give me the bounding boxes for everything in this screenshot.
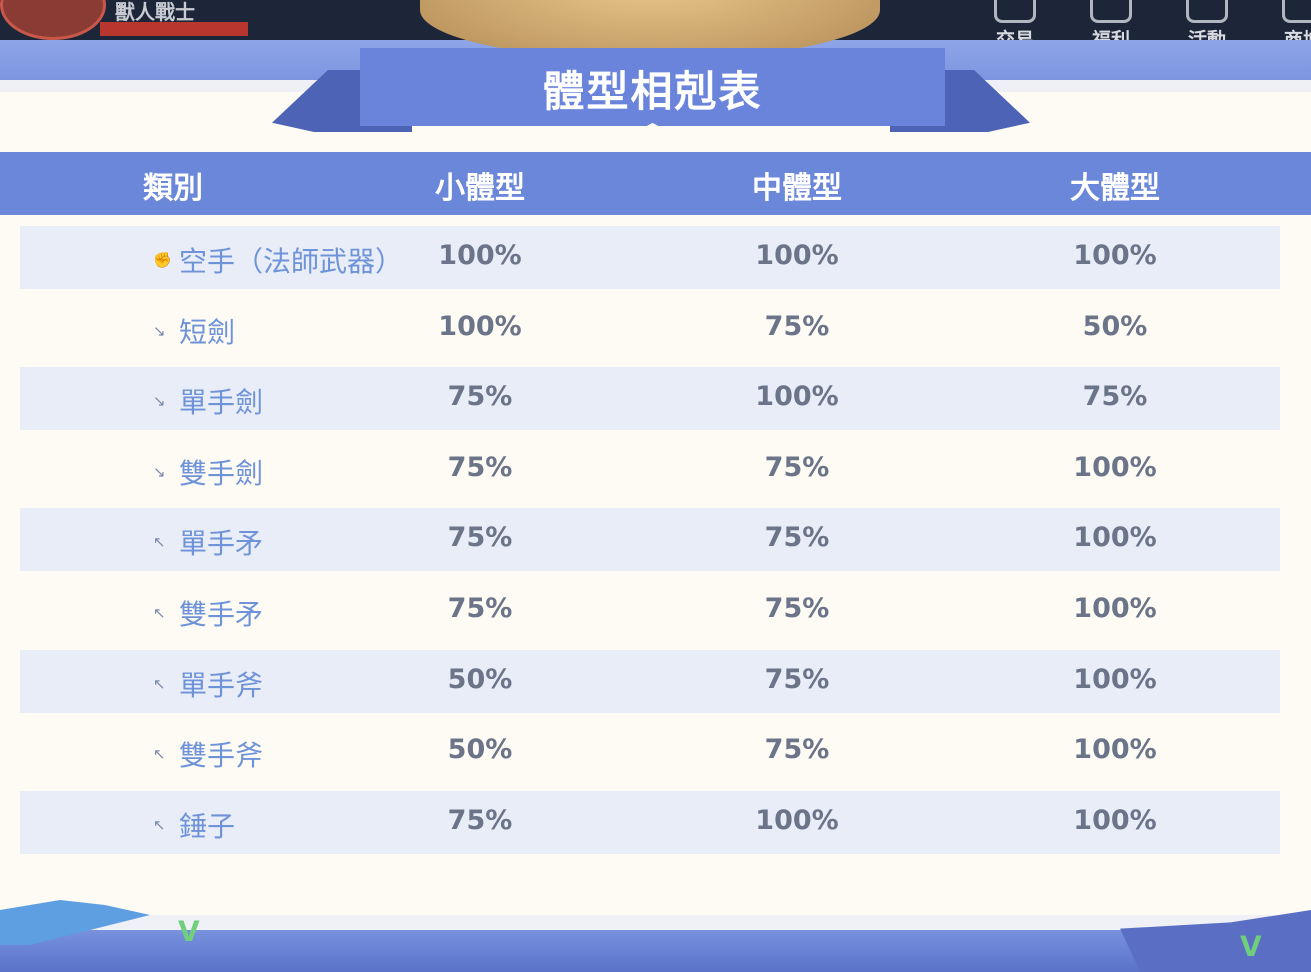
weapon-name: 雙手劍: [179, 456, 264, 490]
weapon-name-cell: ↘ 單手劍: [153, 381, 263, 421]
small-size-value: 50%: [447, 663, 513, 695]
medium-size-value: 75%: [764, 734, 830, 766]
weapon-name: 單手矛: [179, 527, 264, 561]
weapon-name: 單手劍: [179, 386, 264, 420]
large-size-value: 100%: [1073, 240, 1157, 271]
column-header-small: 小體型: [435, 171, 525, 206]
small-size-value: 50%: [447, 734, 513, 766]
medium-size-value: 100%: [755, 240, 839, 271]
table-row: ↘ 單手劍 75% 100% 75%: [20, 367, 1280, 431]
hp-bar: [100, 22, 248, 36]
large-size-value: 100%: [1073, 804, 1157, 836]
welfare-icon: [1090, 0, 1132, 23]
medium-size-value: 75%: [764, 593, 830, 624]
weapon-name-cell: ↖ 雙手矛: [153, 593, 263, 633]
player-name: 獸人戰士: [115, 0, 195, 24]
medium-size-value: 75%: [764, 451, 830, 483]
weapon-name: 短劍: [179, 315, 236, 349]
table-row: ↘ 雙手劍 75% 75% 100%: [20, 438, 1280, 501]
weapon-name: 空手（法師武器）: [179, 245, 404, 278]
large-size-value: 50%: [1082, 310, 1148, 342]
large-size-value: 100%: [1073, 593, 1157, 624]
trade-icon: [994, 0, 1036, 23]
small-size-value: 100%: [438, 240, 522, 271]
title-ribbon: [360, 48, 945, 126]
panel-title: 體型相剋表: [542, 67, 763, 116]
table-row: ↖ 單手斧 50% 75% 100%: [20, 649, 1280, 713]
table-row: ↖ 單手矛 75% 75% 100%: [20, 508, 1280, 572]
weapon-name-cell: ✊ 空手（法師武器）: [153, 240, 403, 280]
medium-size-value: 100%: [755, 804, 839, 836]
column-header-large: 大體型: [1070, 171, 1160, 206]
weapon-name-cell: ↘ 短劍: [153, 311, 235, 351]
dagger-icon: ↘: [153, 321, 166, 340]
two-hand-sword-icon: ↘: [153, 462, 166, 481]
table-row: ↘ 短劍 100% 75% 50%: [20, 297, 1280, 360]
panel-bottom-band: [0, 915, 1311, 972]
table-row: ↖ 錘子 75% 100% 100%: [20, 790, 1280, 854]
mace-icon: ↖: [153, 815, 166, 834]
one-hand-axe-icon: ↖: [153, 674, 166, 693]
column-header-category: 類別: [143, 171, 203, 206]
leaf-decoration: ᐯ: [1240, 930, 1262, 963]
small-size-value: 75%: [447, 522, 513, 554]
weapon-name: 錘子: [179, 809, 236, 843]
weapon-name-cell: ↘ 雙手劍: [153, 452, 263, 492]
medium-size-value: 100%: [755, 381, 839, 413]
large-size-value: 100%: [1073, 522, 1157, 554]
large-size-value: 100%: [1073, 734, 1157, 766]
small-size-value: 100%: [438, 310, 522, 342]
weapon-name-cell: ↖ 錘子: [153, 805, 235, 845]
weapon-name-cell: ↖ 雙手斧: [153, 734, 263, 774]
table-row: ↖ 雙手斧 50% 75% 100%: [20, 720, 1280, 783]
fist-icon: ✊: [153, 251, 172, 269]
weapon-name: 雙手矛: [179, 598, 264, 631]
table-row: ↖ 雙手矛 75% 75% 100%: [20, 579, 1280, 642]
event-icon: [1186, 0, 1228, 23]
medium-size-value: 75%: [764, 310, 830, 342]
medium-size-value: 75%: [764, 663, 830, 695]
table-row: ✊ 空手（法師武器） 100% 100% 100%: [20, 226, 1280, 289]
weapon-name-cell: ↖ 單手斧: [153, 664, 263, 704]
weapon-name: 雙手斧: [179, 739, 264, 773]
two-hand-axe-icon: ↖: [153, 745, 166, 764]
one-hand-spear-icon: ↖: [153, 533, 166, 552]
small-size-value: 75%: [447, 804, 513, 836]
column-header-medium: 中體型: [752, 171, 842, 206]
shop-icon: [1282, 0, 1311, 23]
avatar[interactable]: [0, 0, 106, 40]
two-hand-spear-icon: ↖: [153, 604, 166, 622]
one-hand-sword-icon: ↘: [153, 392, 166, 411]
weapon-name-cell: ↖ 單手矛: [153, 522, 263, 562]
large-size-value: 75%: [1082, 381, 1148, 413]
small-size-value: 75%: [447, 593, 513, 624]
large-size-value: 100%: [1073, 663, 1157, 695]
weapon-name: 單手斧: [179, 668, 264, 702]
leaf-decoration: ᐯ: [178, 915, 200, 948]
small-size-value: 75%: [447, 451, 513, 483]
large-size-value: 100%: [1073, 451, 1157, 483]
small-size-value: 75%: [447, 381, 513, 413]
table-header: [0, 152, 1311, 215]
medium-size-value: 75%: [764, 522, 830, 554]
